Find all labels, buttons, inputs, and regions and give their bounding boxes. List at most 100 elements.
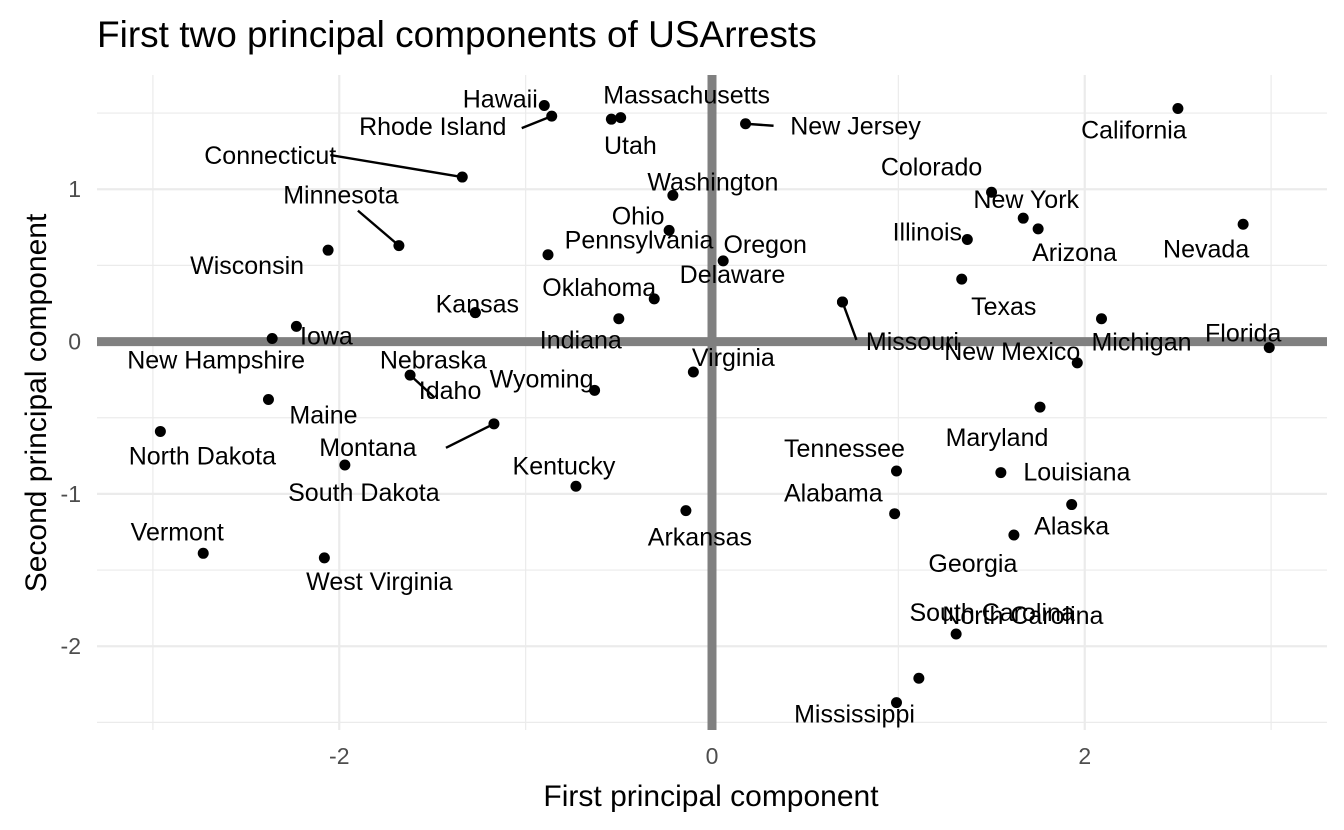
data-point (1237, 218, 1249, 230)
data-point (891, 697, 902, 709)
data-point (404, 369, 416, 381)
point-label: California (1081, 117, 1187, 145)
data-point (1066, 499, 1078, 511)
point-label: Rhode Island (359, 113, 506, 141)
data-point (1096, 313, 1107, 325)
point-label: Georgia (928, 550, 1017, 578)
data-point (1172, 103, 1184, 115)
point-label: Wyoming (490, 365, 594, 393)
data-point (290, 320, 302, 332)
point-label: Ohio (612, 202, 665, 230)
data-point (889, 508, 901, 520)
point-label: Kentucky (513, 452, 616, 480)
point-label: Alaska (1034, 513, 1109, 541)
data-point (836, 296, 848, 308)
data-point (950, 628, 962, 640)
point-label: Mississippi (794, 701, 915, 729)
data-point (740, 118, 752, 130)
data-point (546, 110, 558, 122)
point-label: North Dakota (129, 442, 276, 470)
data-point (615, 112, 627, 124)
data-point (393, 240, 405, 252)
data-point (1032, 223, 1044, 235)
data-point (961, 234, 973, 246)
data-point (154, 425, 166, 437)
point-label: Connecticut (204, 142, 336, 170)
chart-title: First two principal components of USArre… (97, 14, 817, 55)
point-label: Illinois (893, 219, 962, 247)
point-label: Hawaii (463, 85, 538, 113)
label-leader-line (445, 422, 495, 449)
point-label: Minnesota (283, 182, 398, 210)
y-axis-title: Second principal component (20, 213, 53, 592)
data-point (339, 459, 351, 471)
x-tick-label: -2 (329, 743, 349, 769)
point-label: Oregon (723, 231, 806, 259)
point-label: Washington (647, 168, 778, 196)
x-tick-label: 2 (1078, 743, 1091, 769)
data-point (1071, 357, 1083, 369)
data-point (891, 465, 902, 477)
label-leader-line (357, 209, 400, 247)
point-label: Utah (604, 132, 657, 160)
data-point (488, 418, 500, 430)
tick-labels: -2 0 2 -2 -1 0 1 (61, 176, 1092, 769)
point-label: Vermont (131, 518, 224, 546)
data-point (262, 393, 274, 405)
point-label: Colorado (881, 153, 982, 181)
data-point (995, 467, 1007, 479)
label-leader-line (841, 301, 858, 341)
point-label: South Dakota (288, 479, 440, 507)
y-tick-label: 0 (68, 329, 81, 355)
point-label: New York (973, 186, 1079, 214)
point-label: New Jersey (790, 113, 921, 141)
point-label: Nebraska (380, 347, 487, 375)
data-point (648, 293, 660, 305)
reference-lines (97, 75, 1327, 730)
data-point (667, 189, 679, 201)
y-tick-label: 1 (68, 176, 81, 202)
point-label: West Virginia (306, 568, 452, 596)
data-point (589, 384, 601, 396)
data-point (1017, 212, 1029, 224)
data-point (663, 224, 675, 236)
data-point (197, 547, 209, 559)
data-point (318, 552, 330, 564)
point-label: Florida (1205, 320, 1282, 348)
point-label: Iowa (300, 322, 353, 350)
point-label: New Mexico (944, 338, 1080, 366)
point-label: Arizona (1032, 239, 1117, 267)
data-point (913, 672, 925, 684)
data-point (680, 505, 692, 517)
point-label: Nevada (1163, 235, 1249, 263)
y-tick-label: -2 (61, 633, 81, 659)
point-label: Indiana (540, 327, 622, 355)
point-label: Delaware (680, 261, 786, 289)
point-label: Maine (289, 401, 357, 429)
point-label: New Hampshire (127, 347, 305, 375)
x-tick-label: 0 (706, 743, 719, 769)
data-point (538, 99, 550, 111)
data-point (1008, 529, 1020, 541)
data-point (570, 480, 582, 492)
point-label: North Carolina (942, 602, 1103, 630)
point-label: Oklahoma (542, 274, 656, 302)
point-label: Pennsylvania (565, 227, 714, 255)
data-point (469, 307, 481, 319)
point-label: Virginia (692, 344, 775, 372)
points (154, 99, 1275, 709)
point-label: Michigan (1091, 329, 1191, 357)
data-point (456, 171, 468, 183)
label-leader-line (330, 153, 463, 179)
data-point (322, 244, 334, 256)
point-label: Massachusetts (603, 82, 770, 110)
y-tick-label: -1 (61, 481, 81, 507)
point-label: Alabama (784, 480, 883, 508)
data-point (613, 313, 625, 325)
point-label: Texas (971, 293, 1036, 321)
point-label: Maryland (946, 424, 1049, 452)
point-label: Wisconsin (190, 252, 304, 280)
point-label: Arkansas (648, 524, 752, 552)
point-label: Tennessee (784, 435, 905, 463)
